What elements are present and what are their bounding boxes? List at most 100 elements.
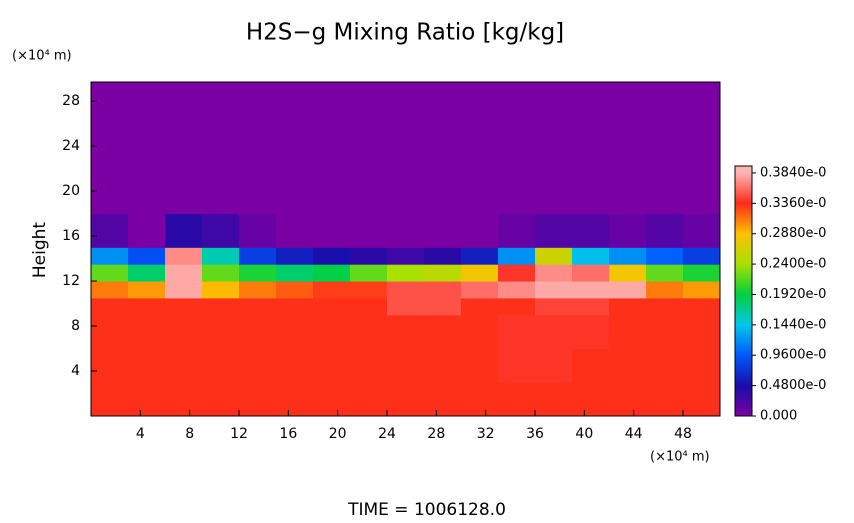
- cell: [165, 146, 203, 181]
- cell: [646, 314, 684, 350]
- cell: [498, 382, 536, 417]
- cell: [424, 82, 462, 113]
- cell: [313, 264, 351, 282]
- cell: [535, 314, 573, 350]
- cell: [350, 247, 388, 265]
- cell: [498, 179, 536, 215]
- colorbar-label: 0.9600e-0: [760, 348, 826, 363]
- cell: [350, 264, 388, 282]
- cell: [313, 348, 351, 383]
- cell: [609, 213, 647, 248]
- cell: [535, 146, 573, 181]
- cell: [646, 281, 684, 299]
- cell: [350, 146, 388, 181]
- chart-title: H2S−g Mixing Ratio [kg/kg]: [246, 20, 564, 46]
- cell: [128, 264, 166, 282]
- cell: [535, 348, 573, 383]
- cell: [646, 264, 684, 282]
- cell: [239, 112, 277, 147]
- y-tick-label: 20: [62, 183, 80, 199]
- cell: [572, 264, 610, 282]
- colorbar-label: 0.1440e-0: [760, 317, 826, 332]
- cell: [165, 82, 203, 113]
- cell: [572, 112, 610, 147]
- cell: [424, 213, 462, 248]
- cell: [276, 297, 314, 316]
- y-tick-label: 4: [71, 363, 80, 379]
- cell: [239, 82, 277, 113]
- cell: [91, 213, 129, 248]
- cell: [461, 281, 499, 299]
- cell: [572, 82, 610, 113]
- cell: [535, 179, 573, 215]
- cell: [350, 348, 388, 383]
- cell: [461, 112, 499, 147]
- x-tick-label: 4: [136, 426, 145, 442]
- cell: [424, 146, 462, 181]
- cell: [498, 112, 536, 147]
- cell: [202, 82, 240, 113]
- footer: TIME = 1006128.0: [347, 500, 506, 519]
- cell: [350, 314, 388, 350]
- cell: [165, 264, 203, 282]
- cell: [387, 179, 425, 215]
- cell: [387, 247, 425, 265]
- cell: [424, 112, 462, 147]
- colorbar-label: 0.3840e-0: [760, 165, 826, 180]
- x-tick-label: 36: [526, 426, 544, 442]
- cell: [683, 281, 721, 299]
- cell: [276, 314, 314, 350]
- cell: [572, 146, 610, 181]
- cell: [350, 213, 388, 248]
- cell: [498, 264, 536, 282]
- cell: [683, 82, 721, 113]
- cell: [313, 382, 351, 417]
- cell: [498, 281, 536, 299]
- cell: [91, 179, 129, 215]
- cell: [350, 297, 388, 316]
- cell: [498, 297, 536, 316]
- cell: [202, 112, 240, 147]
- field: [91, 82, 721, 417]
- cell: [535, 264, 573, 282]
- cell: [91, 264, 129, 282]
- cell: [276, 247, 314, 265]
- x-tick-label: 48: [674, 426, 692, 442]
- x-tick-label: 12: [230, 426, 248, 442]
- x-tick-label: 16: [279, 426, 297, 442]
- cell: [128, 82, 166, 113]
- cell: [91, 82, 129, 113]
- cell: [91, 297, 129, 316]
- cell: [313, 112, 351, 147]
- cell: [202, 146, 240, 181]
- cell: [572, 247, 610, 265]
- cell: [646, 112, 684, 147]
- cell: [572, 213, 610, 248]
- cell: [165, 213, 203, 248]
- cell: [424, 382, 462, 417]
- cell: [646, 297, 684, 316]
- cell: [239, 297, 277, 316]
- x-tick-label: 40: [575, 426, 593, 442]
- cell: [646, 82, 684, 113]
- cell: [276, 179, 314, 215]
- cell: [128, 281, 166, 299]
- cell: [350, 112, 388, 147]
- cell: [424, 179, 462, 215]
- cell: [239, 247, 277, 265]
- colorbar: [734, 165, 753, 417]
- cell: [128, 179, 166, 215]
- cell: [646, 348, 684, 383]
- cell: [91, 314, 129, 350]
- cell: [609, 247, 647, 265]
- cell: [387, 112, 425, 147]
- cell: [202, 179, 240, 215]
- y-tick-label: 12: [62, 273, 80, 289]
- cell: [165, 382, 203, 417]
- cell: [128, 146, 166, 181]
- cell: [498, 247, 536, 265]
- cell: [350, 179, 388, 215]
- cell: [276, 146, 314, 181]
